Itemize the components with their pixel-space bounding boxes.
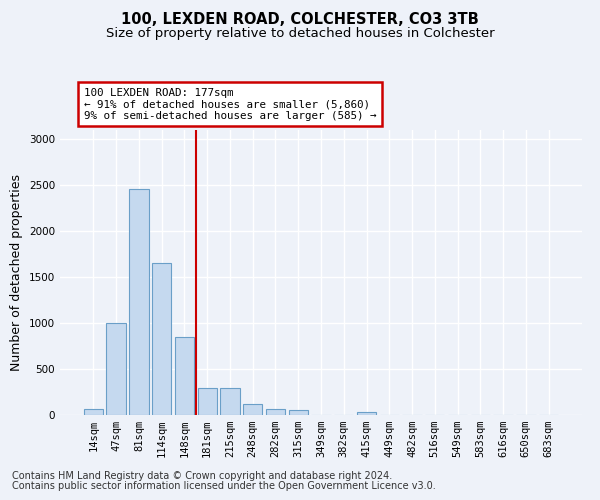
Text: 100, LEXDEN ROAD, COLCHESTER, CO3 3TB: 100, LEXDEN ROAD, COLCHESTER, CO3 3TB [121,12,479,28]
Y-axis label: Number of detached properties: Number of detached properties [10,174,23,371]
Text: Contains public sector information licensed under the Open Government Licence v3: Contains public sector information licen… [12,481,436,491]
Bar [152,264,172,415]
Bar [220,388,239,415]
Bar [357,412,376,415]
Bar [84,408,103,415]
Text: Size of property relative to detached houses in Colchester: Size of property relative to detached ho… [106,28,494,40]
Bar [197,388,217,415]
Bar [106,323,126,415]
Text: Contains HM Land Registry data © Crown copyright and database right 2024.: Contains HM Land Registry data © Crown c… [12,471,392,481]
Text: 100 LEXDEN ROAD: 177sqm
← 91% of detached houses are smaller (5,860)
9% of semi-: 100 LEXDEN ROAD: 177sqm ← 91% of detache… [84,88,376,121]
Bar [289,410,308,415]
Bar [243,404,262,415]
Bar [266,410,285,415]
Bar [129,189,149,415]
Bar [175,337,194,415]
